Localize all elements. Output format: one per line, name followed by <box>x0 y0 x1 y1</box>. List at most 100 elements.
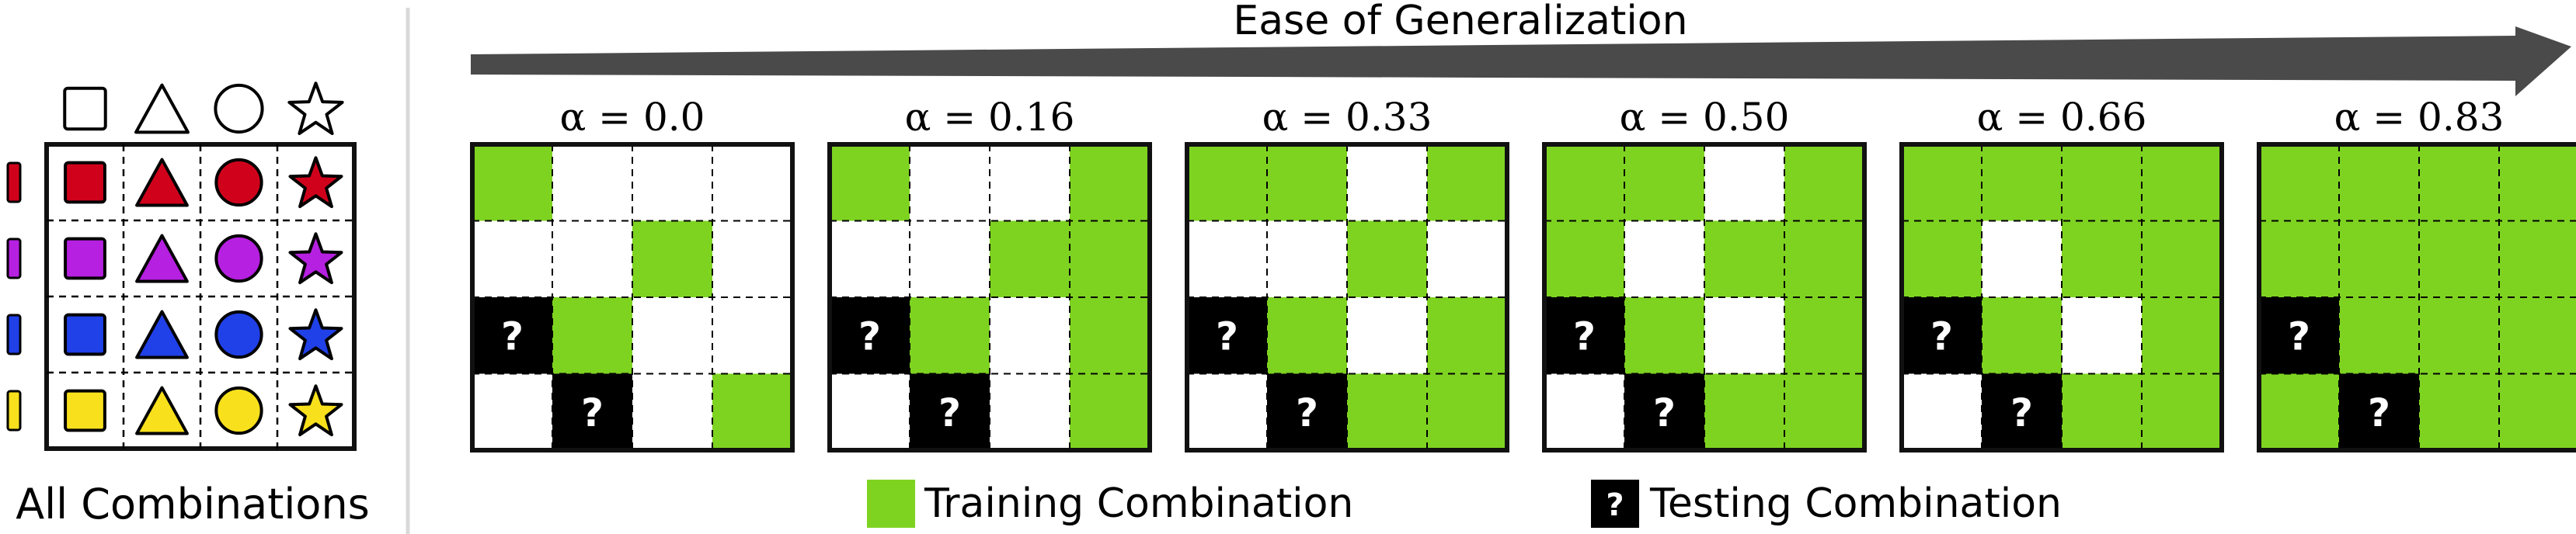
training-cell <box>2419 144 2499 221</box>
empty-cell <box>830 373 910 450</box>
training-cell <box>2259 373 2339 450</box>
training-cell <box>2142 144 2222 221</box>
empty-cell <box>632 373 712 450</box>
training-cell <box>2419 373 2499 450</box>
empty-cell <box>990 297 1070 374</box>
empty-cell <box>1704 297 1784 374</box>
training-cell <box>2062 220 2142 297</box>
training-cell <box>1427 297 1507 374</box>
training-cell <box>1070 144 1150 221</box>
panel-border <box>2257 142 2576 453</box>
training-cell <box>830 144 910 221</box>
training-cell <box>1267 297 1347 374</box>
training-cell <box>1784 144 1864 221</box>
triangle-icon <box>134 83 190 134</box>
training-cell <box>1347 373 1427 450</box>
left-panel-caption: All Combinations <box>16 480 370 529</box>
training-cell <box>1624 297 1704 374</box>
training-cell <box>1902 144 1982 221</box>
training-cell <box>2499 297 2576 374</box>
testing-cell <box>1624 373 1704 450</box>
row-color-swatch <box>6 161 22 203</box>
training-cell <box>1544 220 1624 297</box>
question-mark: ? <box>2288 314 2310 359</box>
empty-cell <box>2062 297 2142 374</box>
row-color-swatch <box>6 238 22 279</box>
training-cell <box>712 373 792 450</box>
empty-cell <box>472 373 552 450</box>
empty-cell <box>1704 144 1784 221</box>
training-cell <box>910 297 990 374</box>
empty-cell <box>1267 220 1347 297</box>
question-mark: ? <box>2010 390 2033 435</box>
training-cell <box>1784 373 1864 450</box>
training-cell <box>1544 144 1624 221</box>
training-cell <box>472 144 552 221</box>
circle-icon <box>214 310 263 359</box>
testing-cell <box>1982 373 2062 450</box>
square-icon <box>64 313 106 356</box>
question-mark: ? <box>1606 487 1624 523</box>
panel-border <box>470 142 795 453</box>
star-icon <box>287 81 344 135</box>
question-mark: ? <box>501 314 524 359</box>
empty-cell <box>1347 144 1427 221</box>
training-cell <box>1187 144 1267 221</box>
empty-cell <box>712 144 792 221</box>
square-icon <box>64 161 106 204</box>
question-mark: ? <box>1653 390 1676 435</box>
testing-cell <box>472 297 552 374</box>
question-mark: ? <box>1216 314 1238 359</box>
testing-cell <box>2259 297 2339 374</box>
training-cell <box>1902 220 1982 297</box>
training-cell <box>1982 297 2062 374</box>
training-cell <box>1624 144 1704 221</box>
training-cell <box>2062 373 2142 450</box>
empty-cell <box>1902 373 1982 450</box>
training-cell <box>632 220 712 297</box>
training-cell <box>1070 220 1150 297</box>
empty-cell <box>1982 220 2062 297</box>
training-cell <box>2142 373 2222 450</box>
testing-cell <box>830 297 910 374</box>
training-cell <box>2419 220 2499 297</box>
training-cell <box>2259 220 2339 297</box>
alpha-panel: α = 0.0?? <box>470 95 795 453</box>
empty-cell <box>712 297 792 374</box>
alpha-label: α = 0.50 <box>1620 95 1790 140</box>
training-cell <box>1070 373 1150 450</box>
empty-cell <box>990 144 1070 221</box>
panel-border <box>827 142 1152 453</box>
alpha-label: α = 0.33 <box>1262 95 1432 140</box>
all-combinations-panel: All Combinations <box>6 81 370 529</box>
star-icon <box>288 308 343 361</box>
empty-cell <box>1347 297 1427 374</box>
training-cell <box>2419 297 2499 374</box>
triangle-icon <box>135 234 189 283</box>
alpha-label: α = 0.66 <box>1977 95 2147 140</box>
empty-cell <box>632 297 712 374</box>
triangle-icon <box>135 158 189 207</box>
legend-test-label: Testing Combination <box>1649 480 2062 527</box>
empty-cell <box>1187 220 1267 297</box>
training-cell <box>2499 220 2576 297</box>
training-cell <box>2499 373 2576 450</box>
generalization-arrow: Ease of Generalization <box>471 0 2571 96</box>
training-cell <box>2062 144 2142 221</box>
training-cell <box>1427 373 1507 450</box>
star-icon <box>288 232 343 285</box>
empty-cell <box>1187 373 1267 450</box>
question-mark: ? <box>1930 314 1953 359</box>
legend-train-label: Training Combination <box>924 480 1353 527</box>
alpha-panel: α = 0.83?? <box>2257 95 2576 453</box>
empty-cell <box>1624 220 1704 297</box>
training-cell <box>1784 220 1864 297</box>
training-cell <box>2339 144 2419 221</box>
question-mark: ? <box>1573 314 1596 359</box>
testing-cell <box>1544 297 1624 374</box>
row-color-swatch <box>6 314 22 355</box>
triangle-icon <box>135 386 189 435</box>
circle-icon <box>214 386 263 435</box>
question-mark: ? <box>858 314 881 359</box>
empty-cell <box>990 373 1070 450</box>
